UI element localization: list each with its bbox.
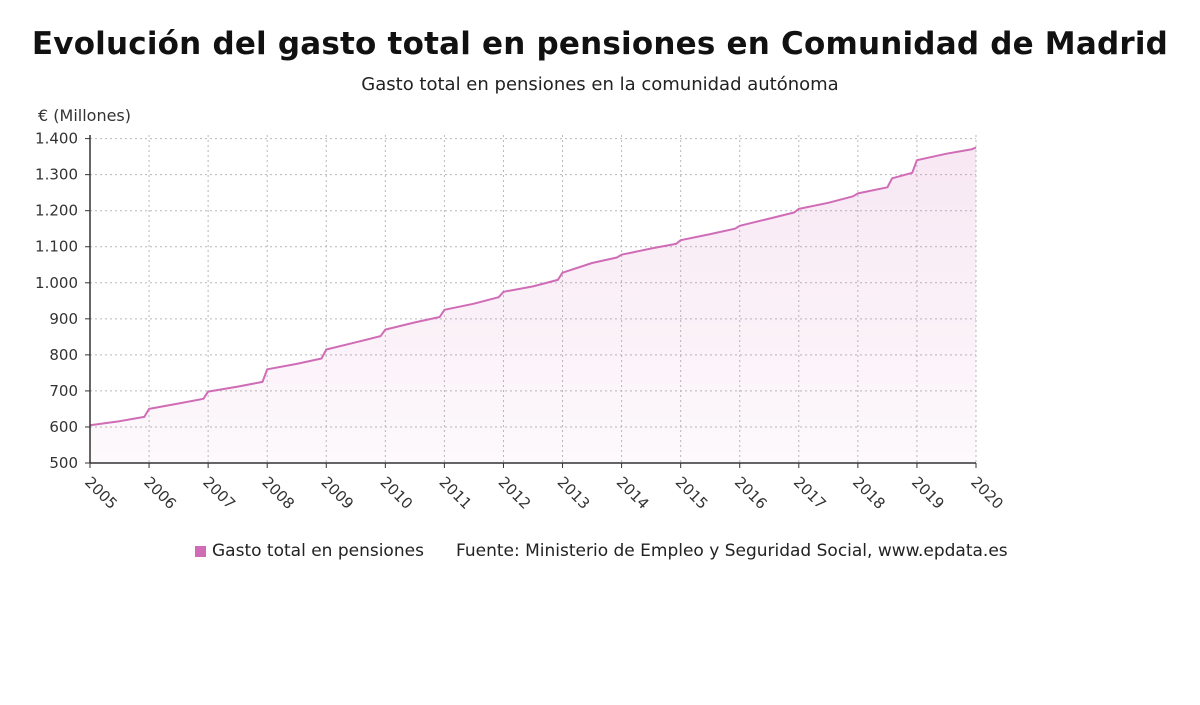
y-tick-label: 900	[49, 310, 78, 328]
y-tick-label: 1.000	[35, 274, 78, 292]
x-tick-label: 2020	[967, 473, 1007, 513]
y-tick-label: 600	[49, 418, 78, 436]
series-area	[89, 146, 977, 463]
x-tick-label: 2012	[495, 473, 535, 513]
x-tick-label: 2013	[554, 473, 594, 513]
x-tick-label: 2006	[140, 473, 180, 513]
x-tick-label: 2016	[731, 473, 771, 513]
legend: Gasto total en pensiones	[195, 541, 424, 561]
x-tick-label: 2005	[81, 473, 121, 513]
y-tick-label: 800	[49, 346, 78, 364]
x-tick-label: 2007	[199, 473, 239, 513]
x-tick-label: 2014	[613, 473, 653, 513]
series-area-fill	[90, 147, 976, 463]
y-tick-labels: 500 600 700 800 900 1.000 1.100 1.200 1.300 1.400	[35, 130, 78, 472]
x-tick-labels: 2005 2006 2007 2008 2009 2010 2011 2012 2013 2014…	[81, 473, 1007, 513]
y-tick-label: 500	[49, 454, 78, 472]
x-tick-label: 2009	[317, 473, 357, 513]
x-tick-label: 2017	[790, 473, 830, 513]
x-tick-label: 2015	[672, 473, 712, 513]
y-axis-label: € (Millones)	[38, 106, 131, 125]
y-tick-label: 700	[49, 382, 78, 400]
source-note: Fuente: Ministerio de Empleo y Seguridad…	[456, 541, 1008, 561]
y-tick-label: 1.100	[35, 238, 78, 256]
axes	[85, 135, 977, 468]
chart-subtitle: Gasto total en pensiones en la comunidad…	[361, 74, 839, 95]
y-tick-label: 1.300	[35, 166, 78, 184]
x-tick-label: 2010	[377, 473, 417, 513]
legend-label: Gasto total en pensiones	[212, 541, 424, 561]
y-tick-label: 1.400	[35, 130, 78, 148]
chart-title: Evolución del gasto total en pensiones e…	[31, 26, 1169, 62]
x-tick-label: 2008	[258, 473, 298, 513]
x-tick-label: 2018	[849, 473, 889, 513]
y-tick-label: 1.200	[35, 202, 78, 220]
x-tick-label: 2019	[908, 473, 948, 513]
legend-swatch	[195, 545, 206, 557]
x-tick-label: 2011	[436, 473, 476, 513]
series-line	[89, 146, 977, 427]
